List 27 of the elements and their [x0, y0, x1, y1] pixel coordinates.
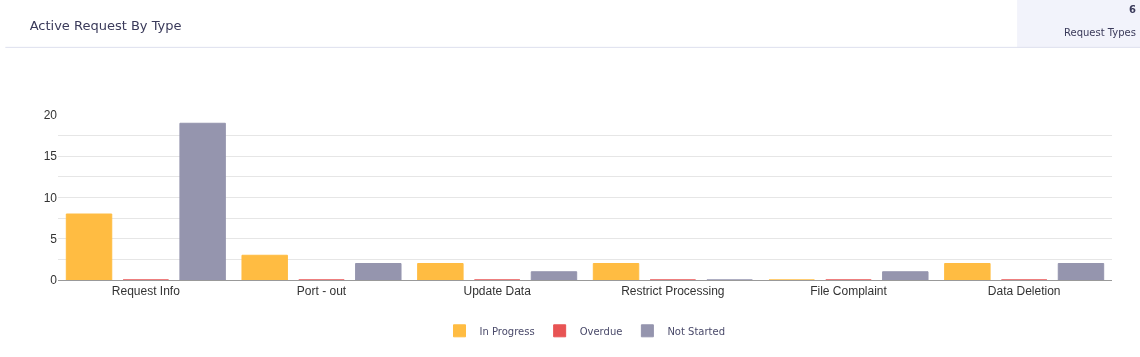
x-tick-label: Request Info	[111, 284, 181, 299]
x-tick-label: Data Deletion	[987, 284, 1061, 299]
bar	[1057, 263, 1105, 280]
bar	[65, 213, 113, 280]
bar	[882, 271, 929, 280]
legend-label: Not Started	[667, 325, 726, 337]
bar	[417, 263, 464, 280]
legend-label: In Progress	[479, 325, 535, 337]
y-tick-label: 15	[43, 149, 58, 164]
text: Request Types	[1064, 27, 1136, 38]
x-tick-label: Update Data	[463, 284, 532, 299]
y-tick-label: 20	[43, 108, 58, 123]
x-tick-label: File Complaint	[810, 284, 888, 299]
bar	[530, 271, 578, 280]
bar	[179, 122, 226, 280]
bar	[355, 263, 402, 280]
chart-title: Active Request By Type	[29, 17, 182, 33]
bar	[592, 263, 640, 280]
y-tick-label: 0	[50, 273, 58, 288]
x-tick-label: Restrict Processing	[621, 284, 725, 299]
bar	[944, 263, 991, 280]
bar	[241, 254, 288, 280]
legend-label: Overdue	[579, 325, 623, 337]
text: 6	[1129, 4, 1136, 15]
x-tick-label: Port - out	[296, 284, 347, 299]
y-tick-label: 5	[50, 231, 58, 246]
y-tick-label: 10	[43, 190, 58, 205]
